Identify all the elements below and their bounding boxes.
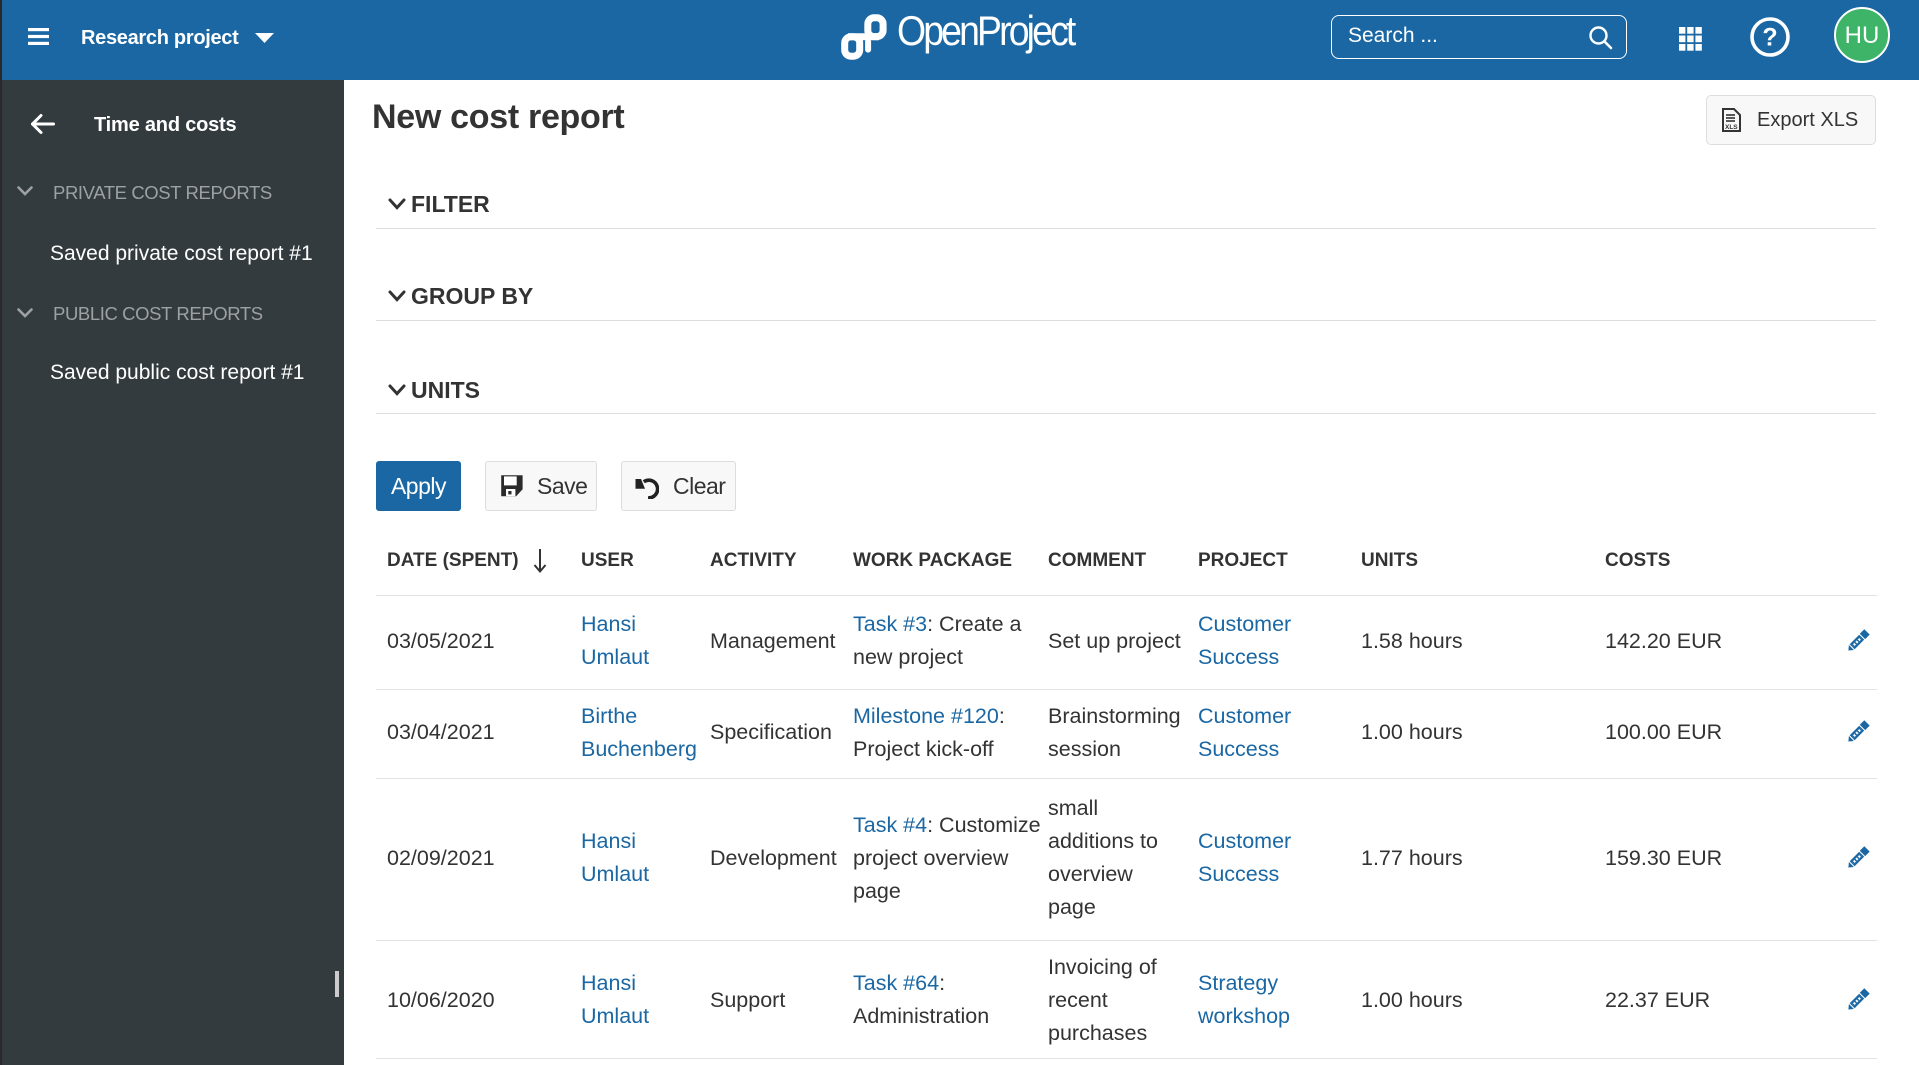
svg-text:XLS: XLS xyxy=(1725,124,1738,131)
svg-text:?: ? xyxy=(1762,24,1777,52)
